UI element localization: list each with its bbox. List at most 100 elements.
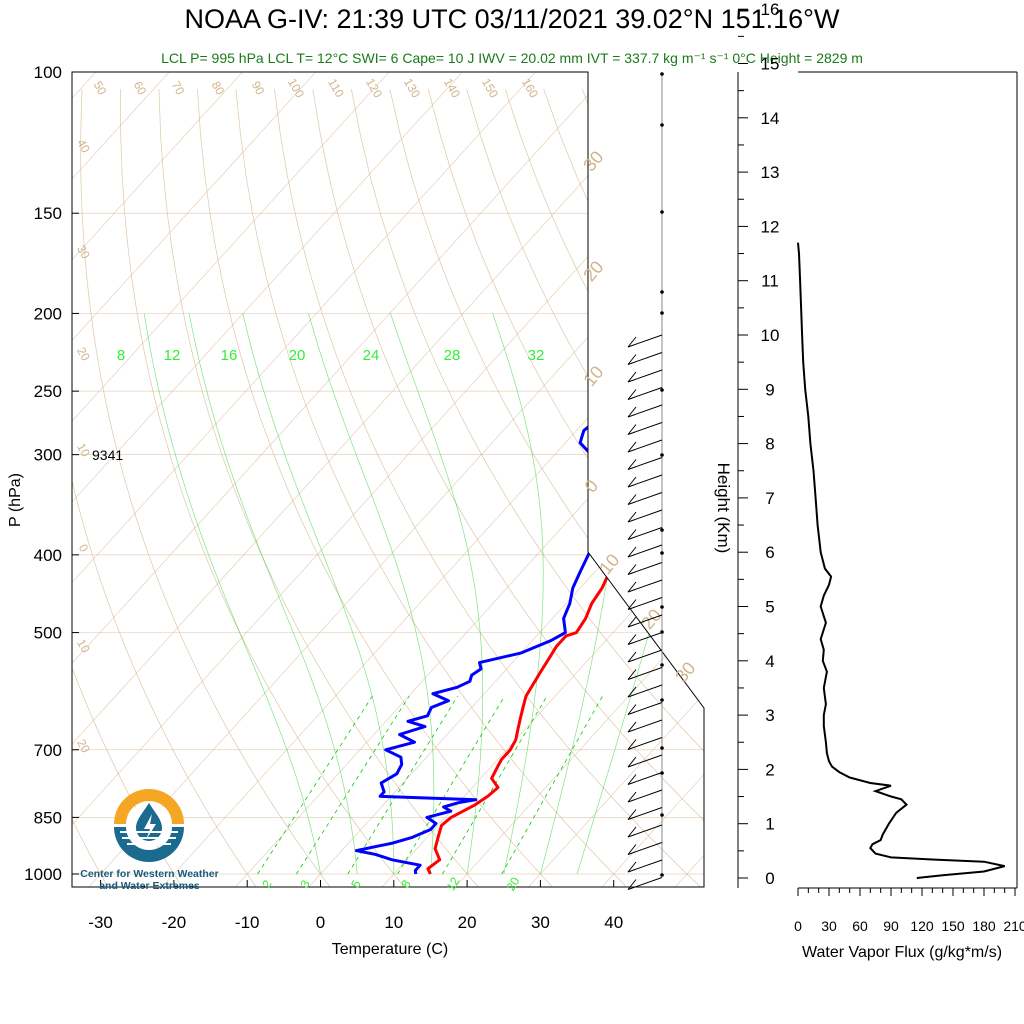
wind-dot [660,388,664,392]
isotherm [72,72,243,261]
isotherm [88,209,704,887]
wind-barb-shaft [627,369,663,383]
wind-barb [627,544,663,558]
wind-barb-flag [627,476,637,488]
dry-adiabat [389,88,704,683]
isotherm [72,72,390,422]
wind-barb-flag [627,336,637,348]
wind-barb-shaft [627,527,663,540]
x-tick-label: 10 [384,913,403,932]
wind-barb-shaft [627,509,663,523]
wind-barb [627,754,663,768]
isotherm [72,72,610,664]
y-tick-label: 300 [34,446,62,465]
wind-barb-shaft [627,439,663,453]
isotherm-label-left: 20 [74,737,93,756]
wind-barb [627,439,663,453]
height-tick-label: 3 [765,706,774,725]
wind-barb-flag [627,721,637,733]
wind-dot [660,698,664,702]
wind-barb-shaft [627,877,663,890]
dry-adiabat [72,818,109,887]
y-tick-label: 150 [34,204,62,223]
moist-adiabat [390,313,484,875]
height-tick-label: 1 [765,815,774,834]
height-tick-label: 15 [761,55,780,74]
height-tick-label: 8 [765,435,774,454]
wind-barb-flag [627,389,637,400]
isotherm-label-left: 0 [76,542,92,555]
height-tick-label: 14 [761,109,780,128]
height-tick-label: 11 [761,272,779,291]
chart-title: NOAA G-IV: 21:39 UTC 03/11/2021 39.02°N … [184,4,840,34]
x-tick-label: -10 [235,913,260,932]
wind-barb [627,474,663,488]
wind-barb-flag [627,669,637,680]
water-vapor-flux-line [797,242,1005,879]
isotherm-label-left: 30 [74,243,93,262]
moist-adiabat [242,313,395,874]
wind-barb [627,404,663,418]
flux-tick-label: 120 [910,918,934,934]
y-tick-label: 1000 [24,865,62,884]
isotherm-label-top: 70 [169,79,188,98]
wind-barb-flag [627,826,637,838]
plot-boundary [71,71,705,888]
wind-barb-shaft [627,772,663,785]
wind-dot [660,551,664,555]
y-tick-label: 100 [34,63,62,82]
wind-barb-shaft [627,334,663,348]
axis-labels: Temperature (C) P (hPa) Height (Km) Wate… [7,447,1002,961]
wind-barb-shaft [627,632,663,645]
mixing-ratio-label-top: 8 [117,347,125,364]
plot-boundary-mask [588,72,1024,887]
y-tick-label: 500 [34,624,62,643]
wind-dot [660,210,664,214]
wind-barb-flag [627,704,637,715]
isotherm-label-top: 50 [91,79,110,98]
wind-barb-shaft [627,859,663,873]
isotherm-label-left: 10 [74,637,93,656]
wind-barb [627,352,663,365]
x-tick-label: 0 [316,913,325,932]
wind-barb [627,597,663,610]
dry-adiabat [80,88,331,887]
wind-barb [627,859,663,873]
wind-barb-shaft [627,422,663,435]
moist-adiabat [492,313,544,875]
wind-barb [627,387,663,400]
wind-dot [660,605,664,609]
isotherm [72,72,683,745]
isotherm-label-left: 40 [74,137,93,156]
wind-dot [660,630,664,634]
wind-barb-shaft [627,702,663,715]
wind-barb-flag [627,774,637,785]
wind-barb-shaft [627,544,663,558]
wind-barb [627,824,663,838]
wind-barb-flag [627,809,637,820]
mixing-ratio-line [257,695,373,875]
wind-barb-shaft [627,737,663,750]
height-axis-label: Height (Km) [714,463,733,554]
mixing-ratio-label-top: 16 [221,347,238,364]
isotherm [528,693,704,887]
isotherm-label-top: 130 [401,76,423,101]
wind-barb-shaft [627,457,663,470]
wind-barb-flag [627,739,637,750]
mixing-ratio-label-top: 24 [363,347,380,364]
wind-dot [660,453,664,457]
dry-adiabat [158,88,479,887]
mixing-ratio-line [397,695,505,875]
dry-adiabat [312,88,704,822]
wind-barb-shaft [627,842,663,855]
wind-dot [660,771,664,775]
wind-barb-flag [627,861,637,873]
wind-barb-shaft [627,684,663,698]
flux-tick-label: 150 [941,918,965,934]
wind-barb-flag [627,354,637,365]
height-tick-label: 6 [765,543,774,562]
isotherm-label-top: 150 [479,76,501,101]
wind-barb-flag [627,791,637,803]
isotherm-label-top: 160 [519,76,541,101]
